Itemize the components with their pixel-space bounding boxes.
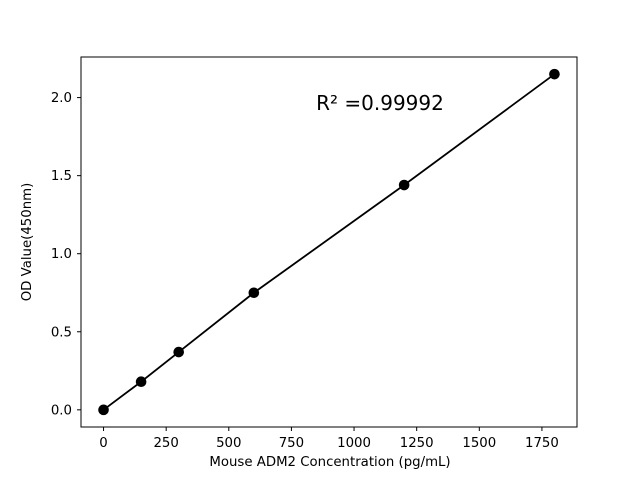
data-point bbox=[135, 376, 147, 388]
plot-series bbox=[98, 68, 560, 416]
x-tick-label: 750 bbox=[279, 436, 304, 451]
r-squared-annotation: R² =0.99992 bbox=[316, 91, 444, 115]
data-point bbox=[98, 404, 109, 416]
data-point bbox=[398, 179, 410, 191]
x-tick-label: 250 bbox=[153, 436, 178, 451]
y-tick-label: 2.0 bbox=[51, 91, 72, 106]
x-tick-label: 1500 bbox=[462, 436, 496, 451]
data-point bbox=[248, 287, 260, 299]
data-point bbox=[173, 346, 184, 358]
y-axis-label: OD Value(450nm) bbox=[20, 183, 35, 302]
y-tick-label: 0.5 bbox=[51, 325, 72, 340]
x-tick-label: 1750 bbox=[525, 436, 559, 451]
x-tick-label: 1250 bbox=[400, 436, 434, 451]
y-tick-label: 1.0 bbox=[51, 247, 72, 262]
x-tick-label: 500 bbox=[216, 436, 241, 451]
x-tick-label: 1000 bbox=[337, 436, 371, 451]
y-tick-label: 0.0 bbox=[51, 403, 72, 418]
fit-line bbox=[103, 73, 555, 411]
data-point bbox=[549, 68, 560, 80]
x-tick-label: 0 bbox=[99, 436, 107, 451]
x-axis-label: Mouse ADM2 Concentration (pg/mL) bbox=[209, 455, 450, 470]
y-tick-label: 1.5 bbox=[51, 169, 72, 184]
plot-border bbox=[80, 56, 578, 428]
axis-ticks: 0 250 500 750 1000 1250 1500 1750 0.0 0.5 1.0 1.5 2.… bbox=[51, 91, 559, 451]
